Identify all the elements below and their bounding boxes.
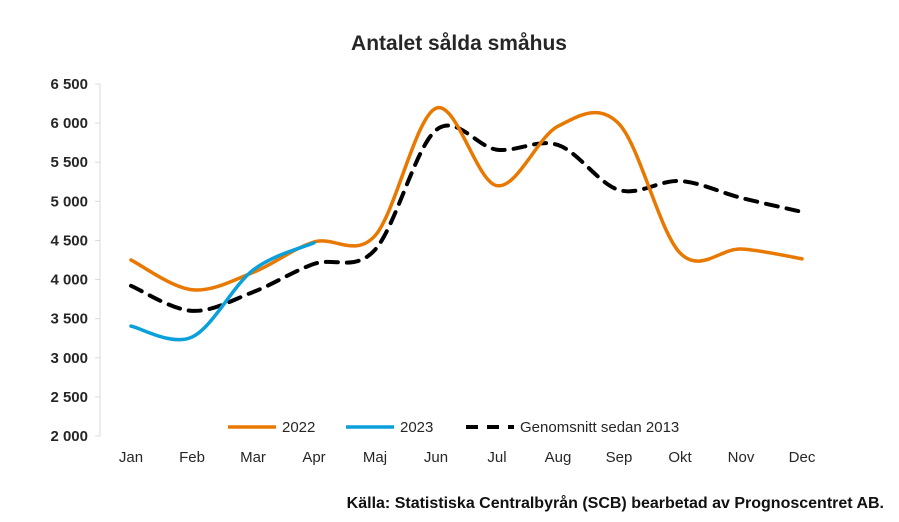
x-tick-label: Jul (487, 449, 506, 466)
y-tick-label: 5 000 (50, 193, 88, 210)
legend-label: Genomsnitt sedan 2013 (520, 419, 679, 436)
y-tick-label: 4 500 (50, 232, 88, 249)
x-tick-label: Okt (668, 449, 692, 466)
x-tick-label: Nov (728, 449, 755, 466)
x-tick-label: Maj (363, 449, 387, 466)
chart-title: Antalet sålda småhus (351, 32, 567, 55)
y-tick-label: 6 000 (50, 115, 88, 132)
x-tick-label: Jun (424, 449, 448, 466)
y-tick-label: 2 000 (50, 428, 88, 445)
legend-label: 2023 (400, 419, 433, 436)
series-line-2022 (129, 106, 804, 292)
x-tick-label: Jan (119, 449, 143, 466)
x-tick-label: Feb (179, 449, 205, 466)
x-tick-label: Aug (545, 449, 572, 466)
legend-label: 2022 (282, 419, 315, 436)
y-tick-label: 3 000 (50, 350, 88, 367)
series-line-genomsnitt-sedan-2013 (129, 123, 804, 313)
x-tick-label: Dec (789, 449, 816, 466)
y-tick-label: 5 500 (50, 154, 88, 171)
y-tick-label: 2 500 (50, 389, 88, 406)
x-tick-label: Sep (606, 449, 633, 466)
series-line-2023 (129, 241, 316, 342)
x-tick-label: Apr (302, 449, 325, 466)
source-note: Källa: Statistiska Centralbyrån (SCB) be… (347, 494, 884, 512)
y-tick-label: 4 000 (50, 272, 88, 289)
y-tick-label: 6 500 (50, 76, 88, 93)
y-tick-label: 3 500 (50, 311, 88, 328)
x-tick-label: Mar (240, 449, 266, 466)
